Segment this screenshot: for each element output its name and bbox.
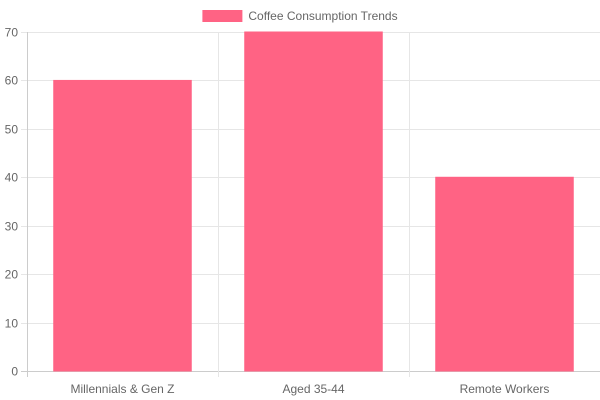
x-tick-label: Millennials & Gen Z: [70, 382, 174, 396]
y-tick-label: 30: [5, 220, 19, 234]
legend-swatch[interactable]: [202, 10, 243, 22]
y-tick-label: 50: [5, 123, 19, 137]
bar[interactable]: [435, 176, 574, 372]
x-tick-label: Aged 35-44: [282, 382, 344, 396]
x-tick-label: Remote Workers: [460, 382, 550, 396]
x-axis-ticks: Millennials & Gen Z Aged 35-44 Remote Work…: [70, 382, 549, 396]
y-tick-label: 40: [5, 171, 19, 185]
legend[interactable]: Coffee Consumption Trends: [202, 9, 398, 23]
y-tick-label: 60: [5, 74, 19, 88]
legend-label[interactable]: Coffee Consumption Trends: [248, 9, 397, 23]
bars: [53, 31, 574, 372]
y-tick-label: 70: [5, 26, 19, 40]
y-tick-label: 20: [5, 268, 19, 282]
bar[interactable]: [244, 31, 383, 372]
y-tick-label: 0: [11, 365, 18, 379]
y-axis-ticks: 0 10 20 30 40 50 60 70: [5, 26, 19, 379]
y-tick-label: 10: [5, 317, 19, 331]
bar[interactable]: [53, 79, 192, 372]
